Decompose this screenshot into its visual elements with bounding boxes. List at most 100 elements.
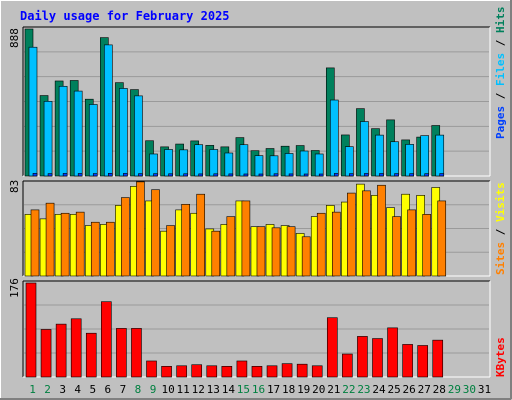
pages-bar — [409, 173, 414, 177]
sites-bar — [226, 216, 236, 277]
files-bar — [43, 101, 53, 177]
kbytes-bar — [206, 365, 218, 378]
x-tick-label: 1 — [29, 383, 36, 396]
sites-bar — [30, 209, 40, 277]
kbytes-bar — [281, 363, 293, 378]
kbytes-bar — [251, 366, 263, 378]
hits-files-pages-panel — [22, 26, 491, 177]
files-bar — [375, 134, 384, 177]
sites-bar — [166, 225, 175, 277]
x-tick-label: 31 — [478, 383, 491, 396]
x-tick-label: 5 — [89, 383, 96, 396]
pages-bar — [349, 173, 354, 177]
kbytes-bar — [25, 282, 37, 378]
sites-bar — [437, 200, 447, 277]
files-bar — [314, 153, 324, 177]
files-bar — [179, 149, 188, 177]
files-bar — [119, 88, 128, 177]
files-bar — [28, 46, 38, 177]
pages-bar — [32, 173, 38, 177]
pages-bar — [62, 173, 68, 177]
x-tick-label: 23 — [357, 383, 370, 396]
legend-visits: Visits — [494, 182, 507, 222]
pages-bar — [318, 173, 324, 177]
kbytes-bar — [161, 366, 172, 378]
kbytes-bar — [342, 353, 353, 378]
pages-bar — [198, 173, 204, 177]
files-bar — [435, 134, 445, 177]
chart-title: Daily usage for February 2025 — [20, 9, 230, 23]
x-tick-label: 27 — [418, 383, 431, 396]
sites-bar — [196, 193, 206, 277]
files-bar — [360, 121, 369, 177]
x-tick-label: 14 — [222, 383, 236, 396]
x-tick-label: 21 — [327, 383, 340, 396]
sites-bar — [271, 227, 281, 277]
pages-bar — [439, 173, 445, 177]
pages-bar — [258, 173, 264, 177]
kbytes-bar — [116, 328, 127, 378]
legend-hits-files-pages: Pages / Files / Hits — [494, 7, 507, 140]
sites-bar — [106, 221, 115, 277]
x-tick-label: 3 — [59, 383, 66, 396]
kbytes-bar — [387, 327, 398, 378]
sites-bar — [181, 203, 190, 277]
files-bar — [88, 104, 98, 177]
legend-sep: / — [494, 86, 507, 106]
kbytes-bar — [70, 318, 82, 378]
pages-bar — [213, 173, 219, 177]
kbytes-bar — [146, 360, 157, 378]
files-bar — [299, 150, 309, 177]
x-tick-label: 16 — [252, 383, 265, 396]
x-tick-label: 8 — [135, 383, 142, 396]
x-tick-label: 13 — [207, 383, 220, 396]
sites-bar — [75, 211, 85, 277]
kbytes-bar — [55, 323, 67, 378]
files-bar — [73, 90, 83, 177]
x-tick-label: 20 — [312, 383, 325, 396]
pages-bar — [424, 173, 429, 177]
kbytes-bar — [236, 360, 248, 378]
pages-bar — [77, 173, 83, 177]
files-bar — [224, 152, 234, 177]
sites-bar — [211, 230, 221, 277]
legend-sites: Sites — [494, 242, 507, 275]
x-tick-label: 11 — [177, 383, 190, 396]
x-tick-label: 9 — [150, 383, 157, 396]
sites-bar — [136, 181, 145, 277]
x-tick-label: 17 — [267, 383, 280, 396]
files-bar — [58, 85, 68, 177]
kbytes-bar — [131, 328, 142, 378]
kbytes-bar — [176, 365, 187, 378]
sites-bar — [407, 209, 416, 277]
sites-bar — [121, 197, 130, 277]
x-tick-label: 2 — [44, 383, 51, 396]
files-bar — [209, 149, 219, 177]
files-bar — [194, 144, 204, 177]
sites-bar — [422, 214, 431, 277]
pages-bar — [123, 173, 128, 177]
x-axis-day-labels: 1 2 3 4 5 6 7 8 9 10 11 12 13 14 15 16 17 18 19 20 21 22 23 24 2… — [29, 383, 491, 396]
pages-bar — [394, 173, 399, 177]
x-tick-label: 29 — [448, 383, 461, 396]
legend-files: Files — [494, 53, 507, 86]
pages-bar — [288, 173, 294, 177]
kbytes-bar — [311, 365, 323, 378]
files-bar — [164, 149, 173, 177]
x-tick-label: 28 — [433, 383, 446, 396]
sites-bar — [60, 212, 70, 277]
pages-bar — [183, 173, 188, 177]
pages-bar — [333, 173, 339, 177]
files-bar — [134, 95, 143, 177]
x-tick-label: 15 — [237, 383, 250, 396]
kbytes-bar — [101, 301, 112, 378]
x-tick-label: 26 — [403, 383, 416, 396]
panel1-ymax-label: 888 — [8, 28, 21, 48]
kbytes-bar — [296, 363, 308, 378]
pages-bar — [108, 173, 113, 177]
files-bar — [239, 144, 249, 177]
legend-sep: / — [494, 222, 507, 242]
x-tick-label: 25 — [387, 383, 400, 396]
x-tick-label: 4 — [74, 383, 81, 396]
